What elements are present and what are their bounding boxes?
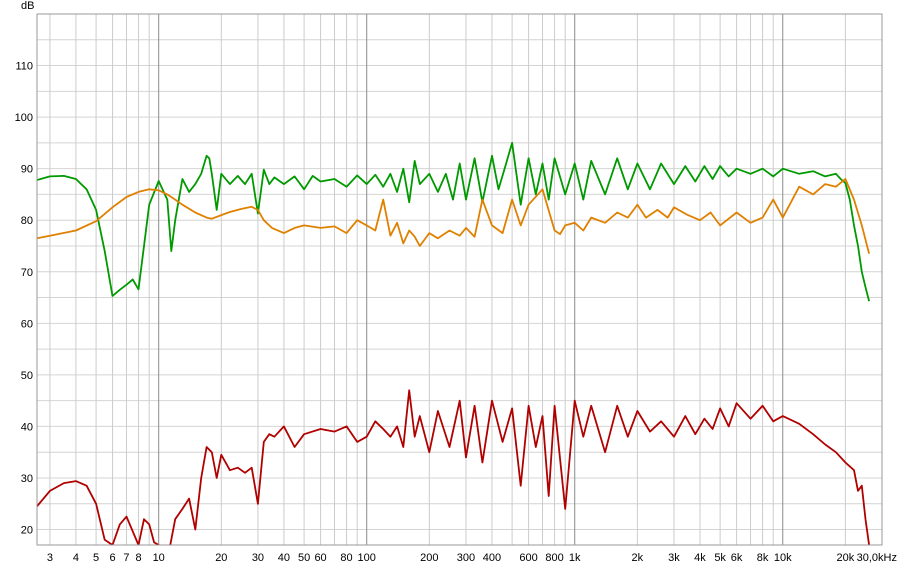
vertical-gridlines xyxy=(49,14,883,545)
x-tick-label: 80 xyxy=(340,552,352,564)
x-tick-label: 20k xyxy=(836,552,854,564)
x-tick-label: 8k xyxy=(757,552,769,564)
x-tick-label: 6k xyxy=(731,552,743,564)
x-tick-label: 100 xyxy=(358,552,376,564)
x-tick-label: 5 xyxy=(93,552,99,564)
x-unit-label: 30,0kHz xyxy=(857,552,897,564)
series-line-3 xyxy=(37,389,870,545)
y-tick-label: 50 xyxy=(21,370,33,382)
y-tick-label: 90 xyxy=(21,164,33,176)
x-tick-label: 20 xyxy=(215,552,227,564)
y-tick-label: 110 xyxy=(15,61,33,73)
horizontal-gridlines xyxy=(37,13,882,531)
y-tick-label: 80 xyxy=(21,215,33,227)
x-tick-label: 6 xyxy=(109,552,115,564)
y-tick-label: 60 xyxy=(21,318,33,330)
x-tick-label: 3 xyxy=(47,552,53,564)
x-tick-labels: 3 4 5 6 7 8 10 20 30 40 50 60 80 100 200 300 400 600 800 1k… xyxy=(47,552,855,564)
y-tick-label: 20 xyxy=(21,525,33,537)
x-tick-label: 60 xyxy=(314,552,326,564)
plot-background xyxy=(37,14,882,545)
y-tick-label: 100 xyxy=(15,112,33,124)
x-tick-label: 7 xyxy=(123,552,129,564)
x-tick-label: 40 xyxy=(278,552,290,564)
series-lines xyxy=(37,142,870,545)
y-unit-label: dB xyxy=(21,0,34,12)
x-tick-label: 400 xyxy=(483,552,501,564)
series-line-1 xyxy=(37,142,870,302)
x-tick-label: 50 xyxy=(298,552,310,564)
x-tick-label: 8 xyxy=(135,552,141,564)
x-tick-label: 3k xyxy=(668,552,680,564)
y-tick-label: 40 xyxy=(21,421,33,433)
x-tick-label: 200 xyxy=(420,552,438,564)
x-tick-label: 2k xyxy=(632,552,644,564)
x-tick-label: 1k xyxy=(569,552,581,564)
series-line-2 xyxy=(37,178,870,254)
y-tick-label: 70 xyxy=(21,267,33,279)
x-tick-label: 5k xyxy=(714,552,726,564)
x-tick-label: 4k xyxy=(694,552,706,564)
plot-border xyxy=(36,13,883,546)
y-tick-labels: 20 30 40 50 60 70 80 90 100 110 xyxy=(15,61,33,537)
y-tick-label: 30 xyxy=(21,473,33,485)
x-tick-label: 300 xyxy=(457,552,475,564)
x-tick-label: 800 xyxy=(545,552,563,564)
x-tick-label: 4 xyxy=(73,552,79,564)
x-tick-label: 10k xyxy=(774,552,792,564)
x-tick-label: 10 xyxy=(153,552,165,564)
x-tick-label: 30 xyxy=(252,552,264,564)
x-tick-label: 600 xyxy=(519,552,537,564)
